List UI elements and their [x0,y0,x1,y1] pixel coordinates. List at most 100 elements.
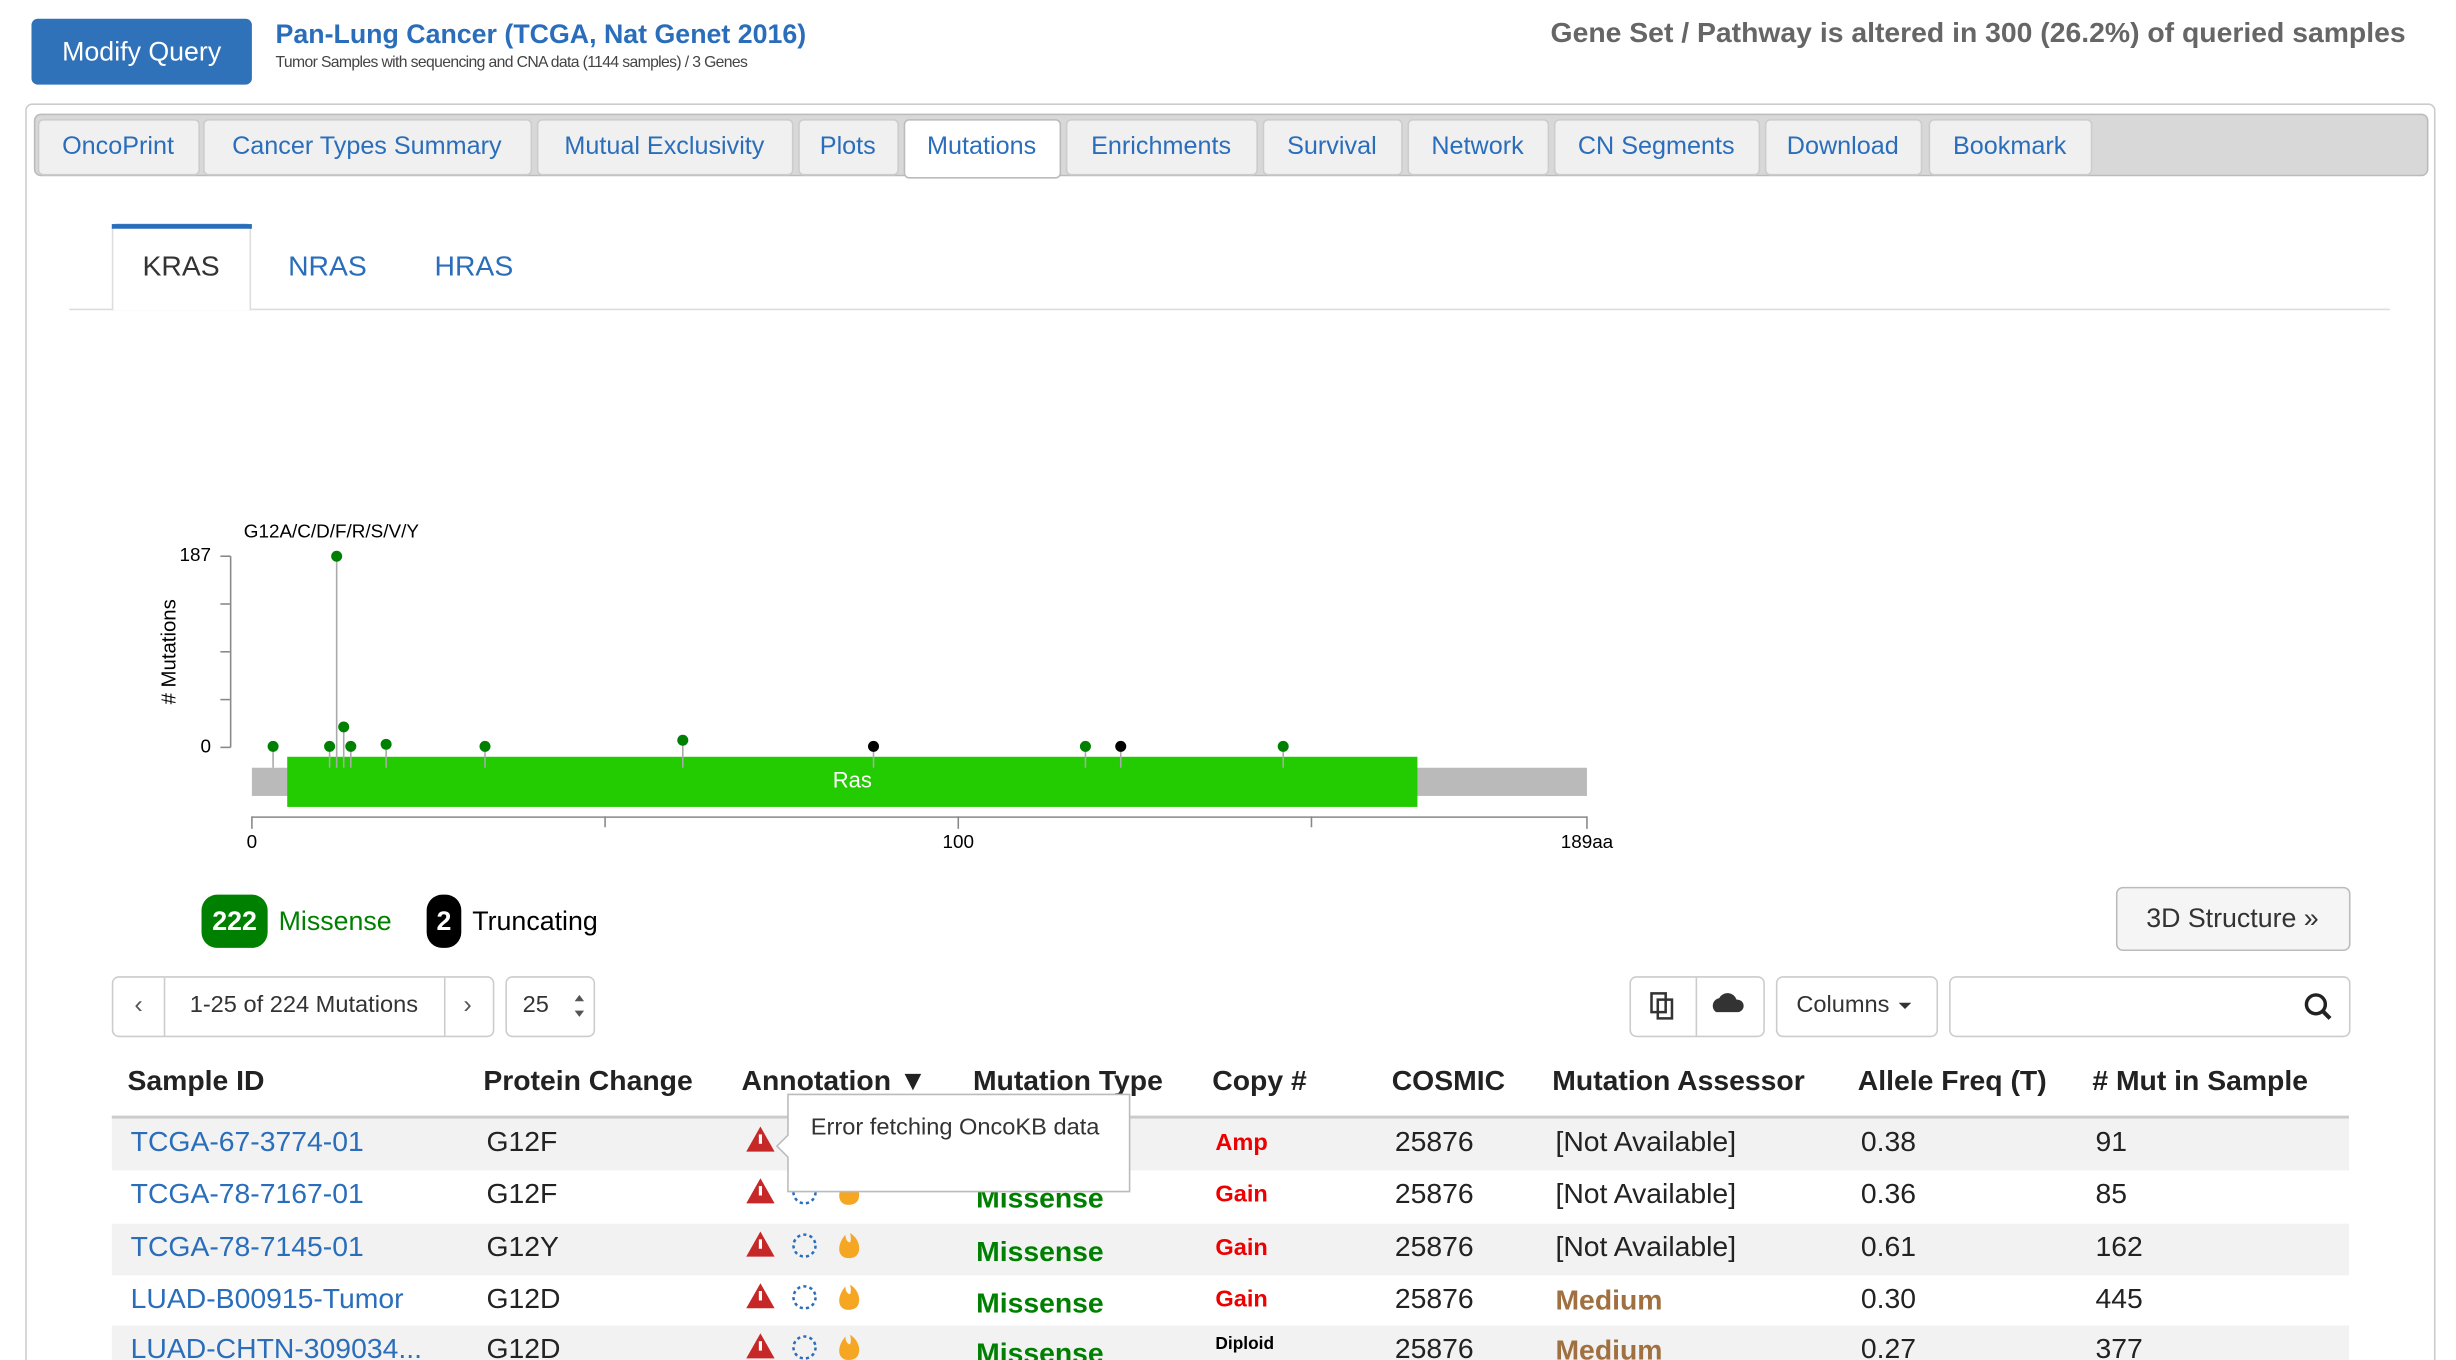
cell: Gain [1215,1234,1267,1260]
pagination [111,976,495,1038]
tab[interactable] [1553,119,1761,176]
warning-mark [758,1239,762,1249]
hotspot-icon[interactable] [839,1334,860,1360]
download-icon[interactable] [1712,993,1744,1013]
column-header[interactable]: Sample ID [128,1064,265,1096]
copy-icon[interactable] [1650,992,1674,1020]
lollipop-head[interactable] [868,740,880,752]
tab-label[interactable]: Plots [820,132,876,160]
tab[interactable] [903,119,1062,179]
hotspot-icon[interactable] [839,1233,860,1259]
tab[interactable] [1928,119,2093,176]
lollipop-head[interactable] [338,721,350,733]
lollipop-head[interactable] [380,738,392,750]
cell: 25876 [1395,1230,1474,1262]
cell[interactable]: LUAD-CHTN-309034... [131,1332,422,1360]
tab[interactable] [798,119,899,176]
columns-button[interactable] [1775,976,1939,1038]
lollipop-head[interactable] [324,740,336,752]
tab[interactable] [37,119,200,176]
gene-tab-top [111,224,252,229]
tab[interactable] [1764,119,1923,176]
column-header[interactable]: Allele Freq (T) [1858,1064,2047,1096]
column-header[interactable]: Copy # [1212,1064,1307,1096]
lollipop-head[interactable] [345,740,357,752]
tab[interactable] [1407,119,1550,176]
lollipop-head[interactable] [677,734,689,746]
column-header[interactable]: Mutation Assessor [1552,1064,1804,1096]
cell[interactable]: TCGA-78-7167-01 [131,1177,364,1209]
cell: 377 [2095,1332,2142,1360]
tab-label[interactable]: Network [1431,132,1524,160]
cell: 85 [2095,1177,2127,1209]
cell: G12Y [486,1230,559,1262]
cell: Missense [976,1235,1104,1267]
button-label[interactable]: Modify Query [62,36,222,66]
lollipop-head[interactable] [479,740,491,752]
cell: 25876 [1395,1332,1474,1360]
page-size[interactable]: 25 [523,991,549,1017]
lollipop-head[interactable] [331,550,343,562]
lollipop-head[interactable] [1079,740,1091,752]
column-header[interactable]: # Mut in Sample [2092,1064,2308,1096]
column-header[interactable]: Protein Change [483,1064,692,1096]
page-size-select[interactable] [505,976,596,1038]
tab-label[interactable]: Survival [1287,132,1377,160]
tab[interactable] [1262,119,1403,176]
truncating-label[interactable]: Truncating [472,906,597,936]
missense-label[interactable]: Missense [279,906,392,936]
columns-label[interactable]: Columns [1796,991,1889,1017]
missense-badge[interactable] [201,894,268,948]
cell: [Not Available] [1555,1125,1736,1157]
search-icon[interactable] [2304,993,2328,1016]
truncating-count[interactable]: 2 [437,906,452,936]
tab-label[interactable]: Mutual Exclusivity [564,132,764,160]
tab[interactable] [1065,119,1258,176]
prev-button[interactable]: ‹ [134,991,142,1019]
lollipop-head[interactable] [267,740,279,752]
tab-label[interactable]: Mutations [927,132,1036,160]
lollipop-head[interactable] [1115,740,1127,752]
tab-label[interactable]: CN Segments [1578,132,1735,160]
hotspot-icon[interactable] [839,1284,860,1310]
cell: 0.61 [1861,1230,1916,1262]
cell[interactable]: TCGA-67-3774-01 [131,1125,364,1157]
gene-tab-label[interactable]: KRAS [142,249,219,281]
cell: Missense [976,1287,1104,1319]
gene-tab-label[interactable]: HRAS [435,249,514,281]
modify-query-button[interactable] [31,18,252,85]
tab-label[interactable]: Cancer Types Summary [232,132,502,160]
structure-label[interactable]: 3D Structure » [2146,903,2318,933]
lollipop-head[interactable] [1277,740,1289,752]
x-tick-label: 189aa [1561,831,1614,852]
study-title[interactable]: Pan-Lung Cancer (TCGA, Nat Genet 2016) [276,19,807,49]
tooltip-box [775,1093,1131,1193]
caret [1898,1002,1912,1010]
missense-count[interactable]: 222 [212,906,257,936]
gene-tab-label[interactable]: NRAS [288,249,367,281]
warning-mark [758,1341,762,1351]
cell: 0.27 [1861,1332,1916,1360]
civic-icon[interactable] [792,1335,817,1360]
warning-mark [758,1186,762,1196]
cell: Amp [1215,1129,1267,1155]
cell[interactable]: TCGA-78-7145-01 [131,1230,364,1262]
cell: [Not Available] [1555,1177,1736,1209]
tab-label[interactable]: OncoPrint [62,132,174,160]
next-button[interactable]: › [463,991,471,1019]
tab[interactable] [536,119,794,176]
search-input[interactable] [1949,976,2351,1038]
cell: 25876 [1395,1125,1474,1157]
tab-label[interactable]: Bookmark [1953,132,2067,160]
column-header[interactable]: Annotation ▼ [742,1064,927,1096]
column-header[interactable]: Mutation Type [973,1064,1163,1096]
structure-button[interactable] [2115,886,2351,952]
truncating-badge[interactable] [426,894,462,948]
civic-icon[interactable] [792,1285,817,1310]
tab[interactable] [203,119,533,176]
tab-label[interactable]: Enrichments [1091,132,1231,160]
cell[interactable]: LUAD-B00915-Tumor [131,1282,404,1314]
column-header[interactable]: COSMIC [1392,1064,1505,1096]
tab-label[interactable]: Download [1787,132,1899,160]
